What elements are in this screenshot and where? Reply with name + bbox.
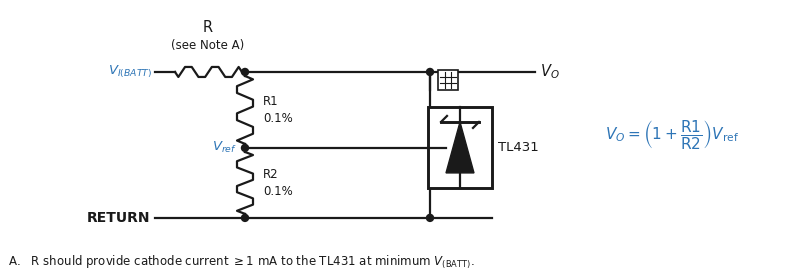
Bar <box>428 107 492 188</box>
Text: A.   R should provide cathode current $\geq$1 mA to the TL431 at minimum $V_\mat: A. R should provide cathode current $\ge… <box>8 254 475 272</box>
Text: R2
0.1%: R2 0.1% <box>263 168 293 198</box>
Text: $\mathit{V_O} = \left(1+\dfrac{\mathrm{R1}}{\mathrm{R2}}\right)\mathit{V}_{\math: $\mathit{V_O} = \left(1+\dfrac{\mathrm{R… <box>605 118 739 152</box>
Text: RETURN: RETURN <box>87 211 150 225</box>
Text: (see Note A): (see Note A) <box>172 39 245 53</box>
Circle shape <box>426 214 433 221</box>
Text: $\mathit{V}_\mathit{O}$: $\mathit{V}_\mathit{O}$ <box>540 63 560 81</box>
Circle shape <box>242 214 249 221</box>
Circle shape <box>242 144 249 152</box>
Text: $\mathit{V}_\mathit{ref}$: $\mathit{V}_\mathit{ref}$ <box>212 140 237 155</box>
Circle shape <box>426 68 433 75</box>
Polygon shape <box>446 122 474 173</box>
Text: R: R <box>203 21 213 36</box>
Text: TL431: TL431 <box>498 141 539 154</box>
Text: R1
0.1%: R1 0.1% <box>263 95 293 125</box>
Text: $\mathit{V}_\mathit{I(BATT)}$: $\mathit{V}_\mathit{I(BATT)}$ <box>108 64 152 80</box>
Circle shape <box>242 68 249 75</box>
Bar <box>438 70 458 90</box>
